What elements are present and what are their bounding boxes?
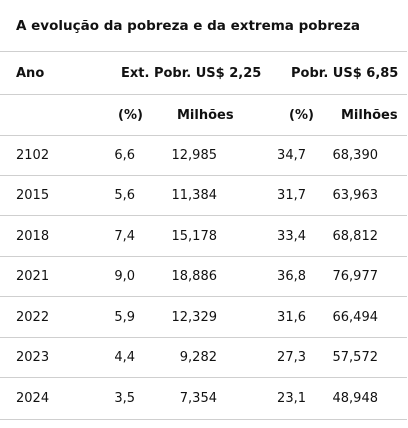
table-row: 2022 5,9 12,329 31,6 66,494 <box>0 297 407 338</box>
cell-pov-pct: 34,7 <box>277 148 306 163</box>
cell-ext-pct: 7,4 <box>114 228 135 244</box>
subheader-row: (%) Milhões (%) Milhões <box>0 95 407 136</box>
cell-ext-pct: 6,6 <box>114 148 135 163</box>
subheader-pov-millions: Milhões <box>341 107 398 123</box>
cell-ext-millions: 12,329 <box>171 309 218 325</box>
cell-ext-millions: 11,384 <box>171 188 218 203</box>
cell-pov-millions: 68,390 <box>332 148 379 163</box>
table-row: 2024 3,5 7,354 23,1 48,948 <box>0 378 407 420</box>
cell-pov-millions: 63,963 <box>332 188 379 203</box>
subheader-pov-pct: (%) <box>289 107 314 123</box>
cell-pov-pct: 27,3 <box>277 350 306 365</box>
subheader-ext-millions: Milhões <box>177 107 234 123</box>
cell-ext-millions: 15,178 <box>171 228 218 244</box>
cell-year: 2023 <box>16 350 50 365</box>
cell-pov-millions: 48,948 <box>332 391 379 406</box>
subheader-ext-pct: (%) <box>118 107 143 123</box>
title-row: A evolução da pobreza e da extrema pobre… <box>0 0 407 52</box>
cell-ext-millions: 9,282 <box>179 350 217 365</box>
table-row: 2018 7,4 15,178 33,4 68,812 <box>0 216 407 257</box>
cell-pov-millions: 57,572 <box>332 350 379 365</box>
cell-ext-pct: 3,5 <box>114 391 135 406</box>
cell-pov-pct: 23,1 <box>277 391 306 406</box>
cell-ext-millions: 18,886 <box>171 269 218 284</box>
cell-pov-pct: 33,4 <box>277 228 306 244</box>
table-row: 2102 6,6 12,985 34,7 68,390 <box>0 136 407 176</box>
cell-ext-millions: 12,985 <box>171 148 218 163</box>
cell-year: 2018 <box>16 228 50 244</box>
table-row: 2015 5,6 11,384 31,7 63,963 <box>0 176 407 216</box>
cell-pov-millions: 66,494 <box>332 309 379 325</box>
cell-year: 2024 <box>16 391 50 406</box>
cell-pov-millions: 68,812 <box>332 228 379 244</box>
cell-ext-pct: 5,6 <box>114 188 135 203</box>
cell-pov-pct: 31,6 <box>277 309 306 325</box>
cell-ext-pct: 4,4 <box>114 350 135 365</box>
table-row: 2023 4,4 9,282 27,3 57,572 <box>0 338 407 378</box>
cell-ext-millions: 7,354 <box>179 391 217 406</box>
cell-year: 2015 <box>16 188 50 203</box>
cell-year: 2022 <box>16 309 50 325</box>
header-year: Ano <box>16 65 45 81</box>
cell-ext-pct: 9,0 <box>114 269 135 284</box>
cell-pov-pct: 36,8 <box>277 269 306 284</box>
table-title: A evolução da pobreza e da extrema pobre… <box>16 17 360 34</box>
table-row: 2021 9,0 18,886 36,8 76,977 <box>0 257 407 297</box>
cell-year: 2021 <box>16 269 50 284</box>
cell-year: 2102 <box>16 148 50 163</box>
cell-pov-pct: 31,7 <box>277 188 306 203</box>
header-extreme-poverty: Ext. Pobr. US$ 2,25 <box>121 65 262 81</box>
header-row: Ano Ext. Pobr. US$ 2,25 Pobr. US$ 6,85 <box>0 52 407 95</box>
header-poverty: Pobr. US$ 6,85 <box>291 65 399 81</box>
cell-ext-pct: 5,9 <box>114 309 135 325</box>
cell-pov-millions: 76,977 <box>332 269 379 284</box>
